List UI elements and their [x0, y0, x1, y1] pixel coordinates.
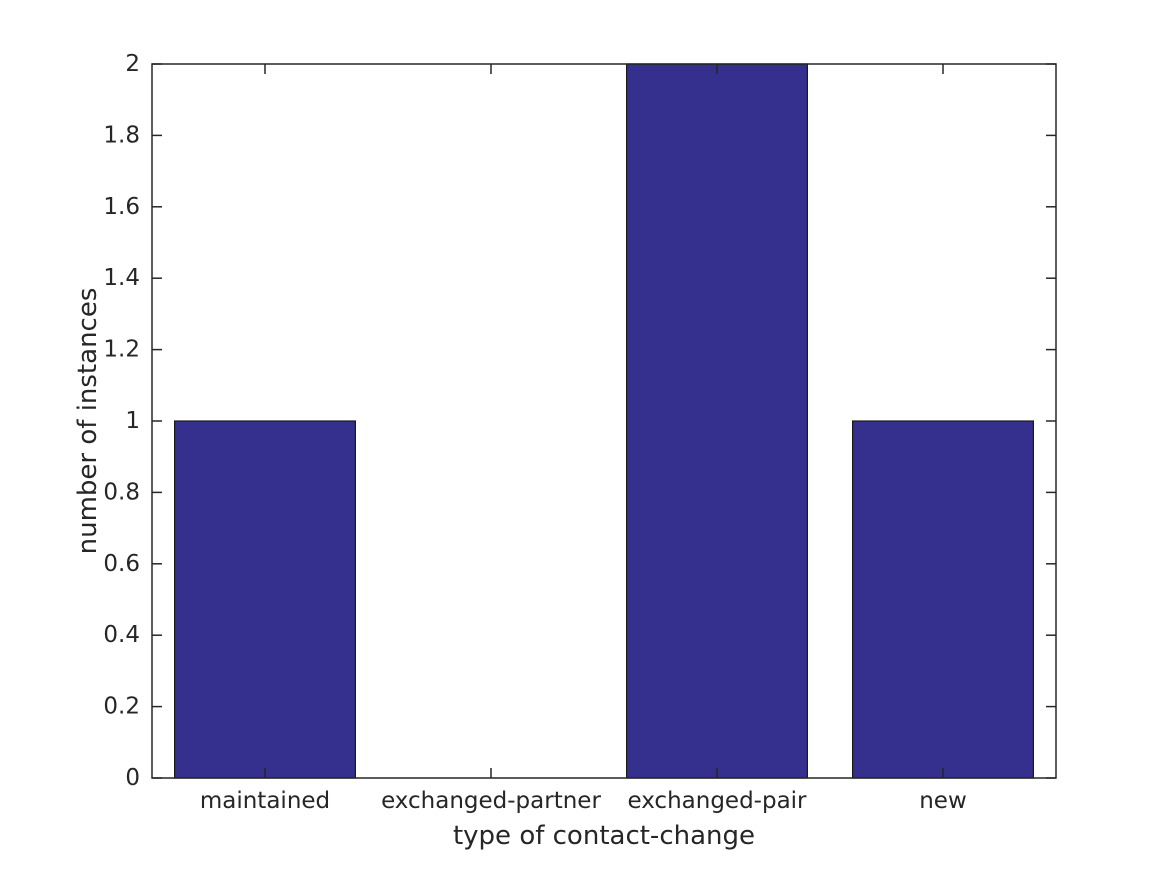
x-tick-label: maintained — [200, 788, 330, 814]
y-axis-label: number of instances — [73, 288, 103, 555]
bar-new — [851, 420, 1034, 779]
bar-maintained — [174, 420, 357, 779]
y-tick-label: 0.6 — [103, 551, 140, 577]
y-tick-label: 1.4 — [103, 265, 140, 291]
x-tick-label: exchanged-partner — [381, 788, 601, 814]
y-tick-label: 1.6 — [103, 194, 140, 220]
y-tick-label: 0.2 — [103, 694, 140, 720]
x-axis-label: type of contact-change — [453, 821, 755, 851]
x-tick-label: exchanged-pair — [627, 788, 807, 814]
bar-exchanged-pair — [625, 63, 808, 779]
y-tick-label: 0.8 — [103, 479, 140, 505]
y-tick-label: 1.8 — [103, 122, 140, 148]
y-tick-label: 1.2 — [103, 337, 140, 363]
y-tick-label: 0 — [125, 765, 140, 791]
x-tick-label: new — [919, 788, 967, 814]
y-tick-label: 0.4 — [103, 622, 140, 648]
y-tick-label: 2 — [125, 51, 140, 77]
y-tick-label: 1 — [125, 408, 140, 434]
